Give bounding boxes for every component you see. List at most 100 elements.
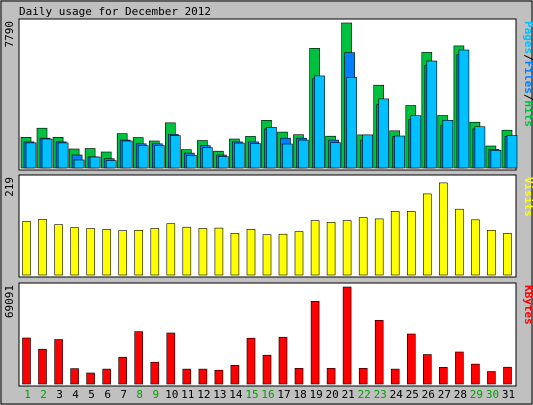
x-tick-label: 31 — [502, 388, 515, 401]
y-max-label-hits-files-pages: 7790 — [3, 21, 16, 48]
x-tick-label: 28 — [454, 388, 467, 401]
bar-kbytes — [198, 368, 208, 385]
legend-separator: / — [522, 54, 533, 61]
legend-separator: / — [522, 94, 533, 101]
bar-pages — [250, 143, 261, 169]
panel-visits: 219 Visits — [3, 174, 533, 278]
bar-pages — [266, 127, 277, 169]
x-tick-label: 20 — [325, 388, 338, 401]
bar-kbytes — [182, 368, 192, 385]
bar-kbytes — [310, 300, 320, 385]
bar-kbytes — [166, 332, 176, 385]
x-tick-label: 1 — [24, 388, 31, 401]
bar-pages — [73, 159, 85, 169]
legend-hits-files-pages: Pages/Files/Hits — [522, 21, 533, 127]
bar-kbytes — [294, 367, 304, 385]
x-tick-label: 18 — [293, 388, 306, 401]
bar-kbytes — [150, 361, 160, 385]
x-tick-label: 23 — [374, 388, 387, 401]
bar-kbytes — [118, 356, 127, 385]
bar-kbytes — [70, 368, 79, 385]
bar-visits — [102, 229, 111, 276]
bar-visits — [358, 217, 368, 276]
bar-visits — [230, 233, 240, 276]
bar-visits — [471, 219, 480, 276]
bar-kbytes — [487, 371, 496, 385]
bar-visits — [54, 224, 63, 276]
bar-visits — [487, 230, 496, 276]
x-tick-label: 22 — [358, 388, 371, 401]
x-tick-label: 9 — [152, 388, 159, 401]
x-tick-label: 19 — [309, 388, 322, 401]
bar-visits — [422, 193, 432, 276]
bar-visits — [150, 228, 160, 276]
bars-visits — [22, 182, 512, 276]
bar-visits — [246, 229, 256, 276]
panel-hits-files-pages: 7790 Pages/Files/Hits — [3, 18, 533, 171]
bar-kbytes — [342, 286, 352, 385]
legend-item-visits: Visits — [522, 177, 533, 217]
x-tick-label: 5 — [88, 388, 95, 401]
x-tick-label: 26 — [422, 388, 435, 401]
bar-kbytes — [246, 337, 256, 385]
bar-kbytes — [262, 354, 272, 385]
y-max-label-visits: 219 — [3, 177, 16, 197]
bar-visits — [278, 233, 288, 276]
bar-kbytes — [455, 351, 464, 385]
bar-visits — [374, 218, 384, 276]
bar-visits — [22, 221, 31, 276]
bar-visits — [166, 223, 176, 276]
bar-kbytes — [278, 336, 288, 385]
panel-kbytes: 69091 KBytes — [3, 282, 533, 387]
bar-pages — [89, 156, 101, 169]
bar-visits — [438, 182, 448, 276]
bar-pages — [202, 147, 213, 169]
bar-kbytes — [22, 337, 31, 385]
bar-kbytes — [214, 369, 224, 385]
bar-visits — [503, 233, 512, 276]
bar-pages — [442, 120, 454, 169]
bar-pages — [154, 145, 165, 169]
x-tick-label: 27 — [438, 388, 451, 401]
bar-pages — [410, 115, 422, 169]
y-max-label-kbytes: 69091 — [3, 285, 16, 318]
x-tick-label: 4 — [72, 388, 79, 401]
bar-kbytes — [438, 366, 448, 385]
bar-kbytes — [503, 366, 512, 385]
bar-kbytes — [38, 348, 47, 385]
legend-item-pages: Pages — [522, 21, 533, 54]
bar-visits — [390, 211, 400, 276]
x-tick-label: 29 — [470, 388, 483, 401]
bar-pages — [105, 160, 117, 169]
x-tick-label: 30 — [486, 388, 499, 401]
x-tick-label: 14 — [229, 388, 243, 401]
bar-visits — [326, 222, 336, 276]
x-tick-label: 12 — [197, 388, 210, 401]
bar-kbytes — [86, 372, 95, 385]
bar-pages — [282, 143, 293, 169]
x-tick-label: 2 — [40, 388, 47, 401]
x-tick-label: 3 — [56, 388, 63, 401]
x-tick-label: 10 — [165, 388, 178, 401]
bar-pages — [234, 142, 245, 169]
bar-kbytes — [230, 364, 240, 385]
bar-visits — [406, 211, 416, 276]
legend-item-files: Files — [522, 61, 533, 94]
bar-pages — [298, 139, 309, 169]
bar-pages — [57, 142, 69, 169]
bar-kbytes — [102, 368, 111, 385]
bar-pages — [314, 75, 325, 169]
bar-pages — [362, 134, 374, 169]
bar-pages — [458, 49, 470, 169]
x-tick-label: 25 — [406, 388, 419, 401]
bar-kbytes — [54, 339, 63, 385]
bar-pages — [474, 126, 486, 169]
x-tick-label: 8 — [136, 388, 143, 401]
bar-pages — [378, 98, 390, 169]
bar-visits — [38, 219, 47, 276]
bars-hits-files-pages — [20, 22, 518, 169]
bar-pages — [346, 77, 357, 169]
bar-kbytes — [471, 363, 480, 385]
